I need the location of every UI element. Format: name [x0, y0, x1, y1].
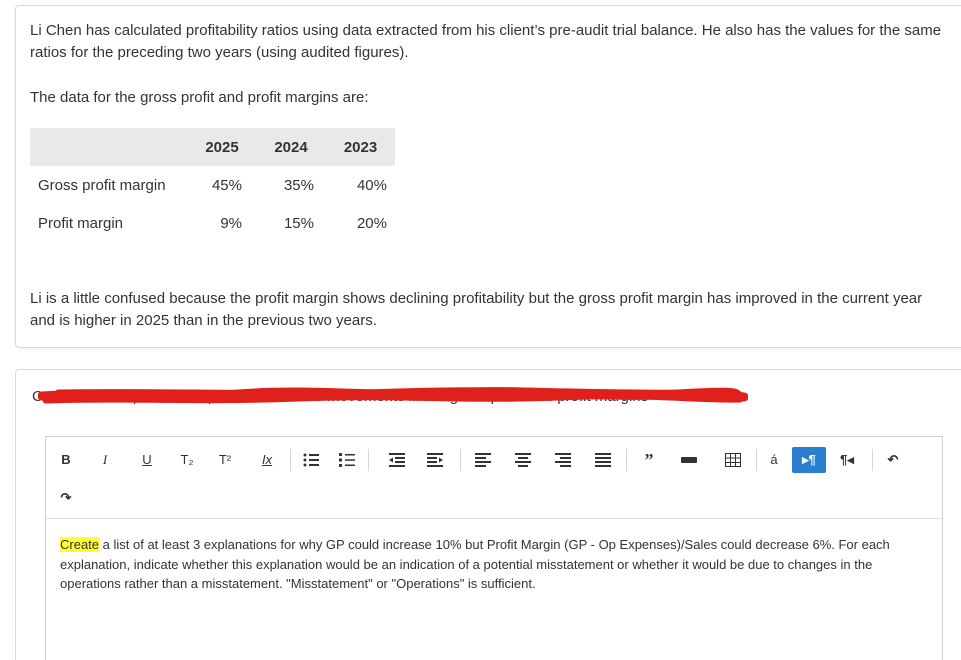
answer-text[interactable]: Create a list of at least 3 explanations…: [60, 535, 930, 594]
ltr-direction-icon[interactable]: ▸¶: [792, 447, 826, 473]
toolbar-separator: [626, 449, 627, 471]
table-row: Gross profit margin 45% 35% 40%: [30, 166, 395, 204]
toolbar-separator: [368, 449, 369, 471]
ratios-table: 2025 2024 2023 Gross profit margin 45% 3…: [30, 128, 395, 242]
data-intro-paragraph: The data for the gross profit and profit…: [30, 89, 369, 106]
rich-text-editor[interactable]: B I U T₂ T² Ix ”: [45, 436, 943, 660]
question-text: Create a list of possible explanations f…: [32, 388, 649, 405]
toolbar-separator: [290, 449, 291, 471]
editor-toolbar: B I U T₂ T² Ix ”: [46, 437, 942, 519]
table-header-2024: 2024: [256, 128, 326, 166]
rtl-direction-icon[interactable]: ¶◂: [840, 452, 854, 467]
table-cell: 20%: [356, 214, 387, 232]
italic-button[interactable]: I: [102, 452, 108, 467]
special-char-button[interactable]: á: [770, 452, 778, 467]
toolbar-separator: [460, 449, 461, 471]
table-header-row: 2025 2024 2023: [30, 128, 395, 166]
align-left-icon[interactable]: [472, 449, 494, 471]
bullet-list-icon[interactable]: [300, 449, 322, 471]
numbered-list-icon[interactable]: [336, 449, 358, 471]
subscript-button[interactable]: T₂: [180, 452, 194, 467]
toolbar-separator: [756, 449, 757, 471]
table-header-2023: 2023: [326, 128, 395, 166]
align-center-icon[interactable]: [512, 449, 534, 471]
table-cell: 35%: [283, 176, 314, 194]
highlighted-word: Create: [60, 537, 100, 552]
table-icon[interactable]: [722, 449, 744, 471]
confusion-paragraph: Li is a little confused because the prof…: [30, 290, 923, 329]
table-header-blank: [30, 128, 188, 166]
superscript-button[interactable]: T²: [218, 452, 232, 467]
indent-icon[interactable]: [424, 449, 446, 471]
answer-body: a list of at least 3 explanations for wh…: [60, 537, 890, 591]
clear-format-button[interactable]: Ix: [261, 452, 273, 467]
case-info-card: Li Chen has calculated profitability rat…: [15, 5, 961, 348]
undo-icon[interactable]: ↶: [887, 452, 899, 467]
underline-button[interactable]: U: [142, 452, 152, 467]
align-justify-icon[interactable]: [592, 449, 614, 471]
align-right-icon[interactable]: [552, 449, 574, 471]
table-cell: 45%: [211, 176, 242, 194]
table-row: Profit margin 9% 15% 20%: [30, 204, 395, 242]
table-cell: 40%: [356, 176, 387, 194]
table-cell: 15%: [283, 214, 314, 232]
outdent-icon[interactable]: [386, 449, 408, 471]
table-header-2025: 2025: [188, 128, 256, 166]
row-label: Gross profit margin: [38, 176, 166, 194]
bold-button[interactable]: B: [61, 452, 71, 467]
horizontal-rule-icon[interactable]: [678, 449, 700, 471]
question-card: [15, 369, 961, 660]
toolbar-separator: [872, 449, 873, 471]
intro-paragraph: Li Chen has calculated profitability rat…: [30, 22, 942, 61]
redo-icon[interactable]: ↷: [60, 490, 72, 505]
table-cell: 9%: [220, 214, 242, 232]
row-label: Profit margin: [38, 214, 124, 232]
blockquote-icon[interactable]: ”: [644, 450, 654, 470]
